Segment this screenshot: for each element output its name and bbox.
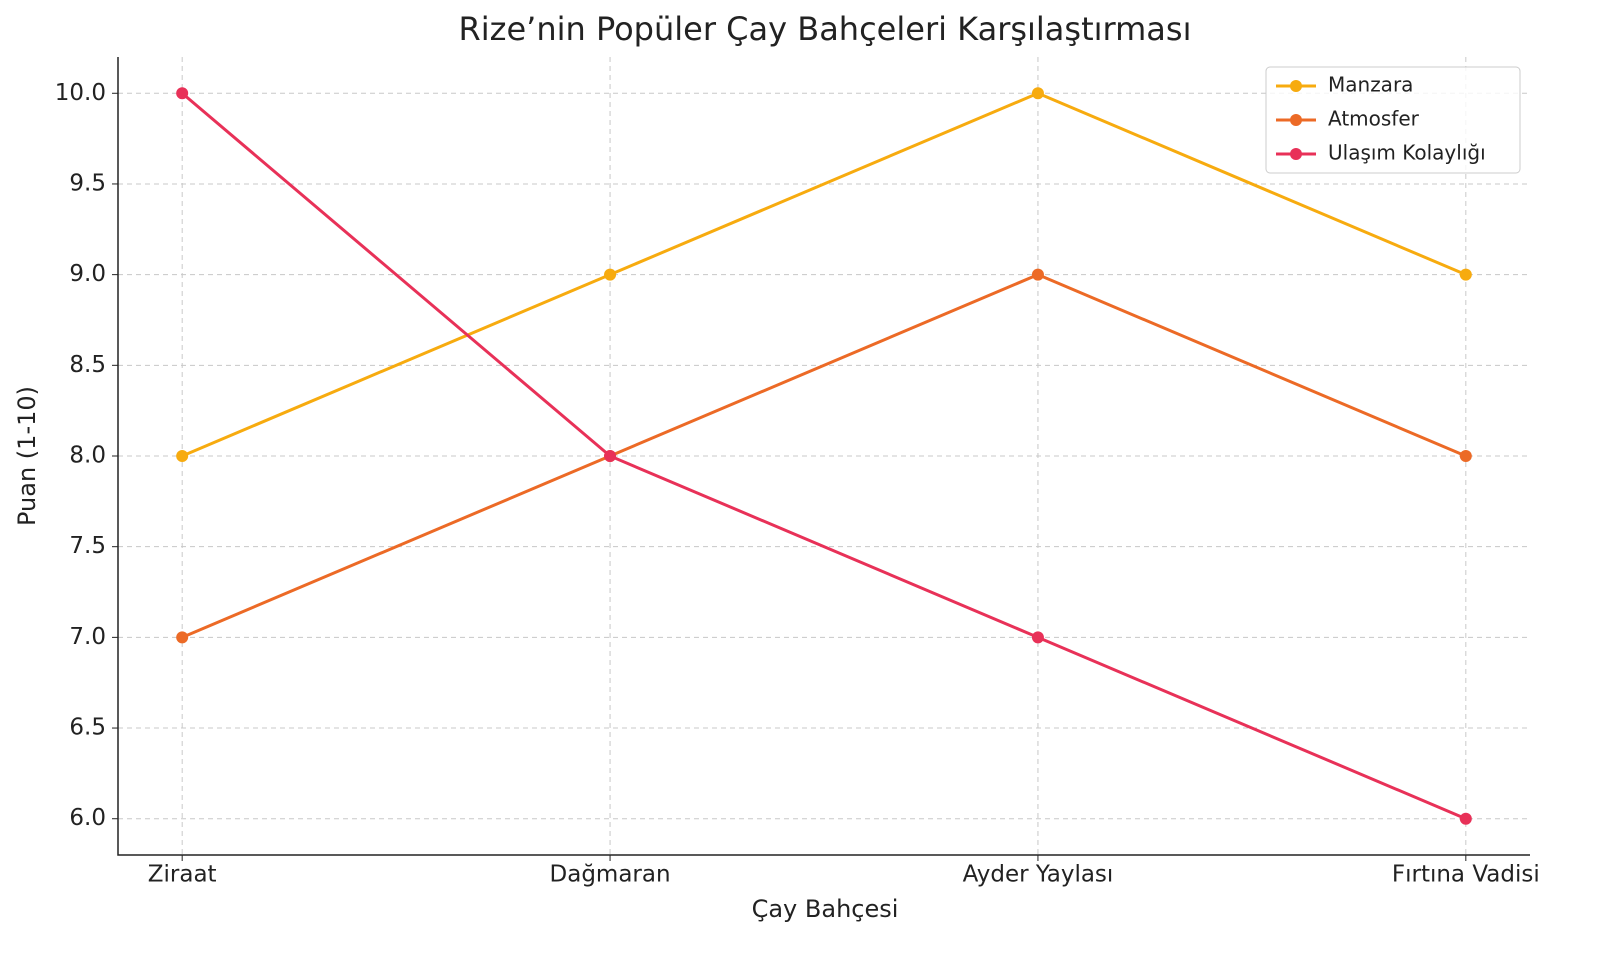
point [176,87,189,100]
legend-box [1265,66,1521,174]
y-tick-label: 6.5 [69,715,106,741]
x-axis-label: Çay Bahçesi [752,895,899,923]
point [1459,450,1472,462]
point [1031,268,1044,281]
point [1459,812,1472,825]
y-tick-label: 7.0 [69,624,106,650]
legend-marker [1290,114,1302,126]
legend-label: Ulaşım Kolaylığı [1328,141,1486,165]
legend-marker [1290,80,1302,92]
series-line [181,273,1467,639]
y-tick-label: 9.5 [69,170,106,196]
y-tick-label: 8.5 [69,352,106,378]
x-tick-label: Dağmaran [550,862,671,888]
series-line [181,92,1467,821]
legend-label: Manzara [1328,73,1413,97]
series-line [181,91,1467,458]
chart-title: Rize’nin Popüler Çay Bahçeleri Karşılaşt… [459,10,1192,48]
axis [117,57,1530,856]
y-tick-label: 8.0 [69,443,106,469]
y-tick-label: 6.0 [69,805,106,831]
x-tick-label: Ayder Yaylası [963,862,1114,888]
x-tick-label: Fırtına Vadisi [1392,862,1540,888]
point [1459,268,1472,281]
point [176,450,189,462]
point [1031,87,1044,100]
legend-label: Atmosfer [1328,107,1420,131]
point [1031,631,1044,644]
legend-marker [1290,148,1302,160]
point [604,268,617,281]
y-tick-label: 7.5 [69,533,106,559]
x-tick-label: Ziraat [148,862,217,888]
point [604,450,617,462]
y-axis-label: Puan (1-10) [13,386,41,526]
point [176,631,189,644]
y-tick-label: 10.0 [55,80,106,106]
y-tick-label: 9.0 [69,261,106,287]
